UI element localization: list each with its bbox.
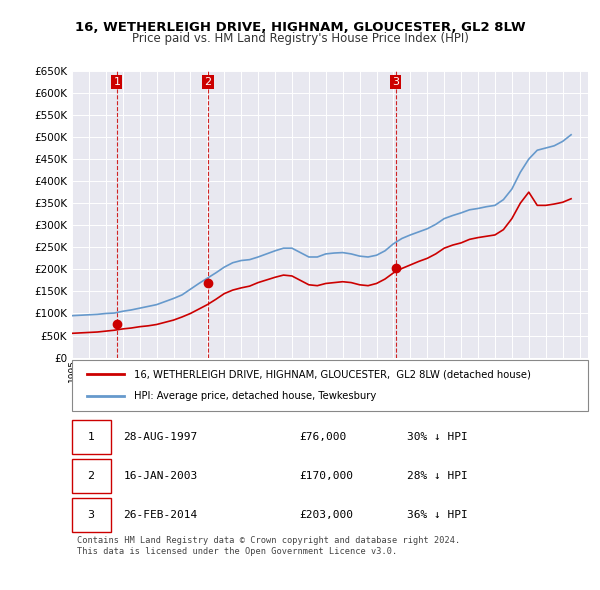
Text: 1: 1	[88, 432, 95, 442]
FancyBboxPatch shape	[72, 420, 110, 454]
Text: 16-JAN-2003: 16-JAN-2003	[124, 471, 198, 481]
Text: 28-AUG-1997: 28-AUG-1997	[124, 432, 198, 442]
FancyBboxPatch shape	[72, 459, 110, 493]
Text: 36% ↓ HPI: 36% ↓ HPI	[407, 510, 468, 520]
Text: 16, WETHERLEIGH DRIVE, HIGHNAM, GLOUCESTER, GL2 8LW: 16, WETHERLEIGH DRIVE, HIGHNAM, GLOUCEST…	[74, 21, 526, 34]
Text: 3: 3	[88, 510, 95, 520]
Text: Contains HM Land Registry data © Crown copyright and database right 2024.
This d: Contains HM Land Registry data © Crown c…	[77, 536, 460, 556]
Text: 3: 3	[392, 77, 400, 87]
Text: 28% ↓ HPI: 28% ↓ HPI	[407, 471, 468, 481]
Text: 26-FEB-2014: 26-FEB-2014	[124, 510, 198, 520]
FancyBboxPatch shape	[72, 498, 110, 532]
Text: Price paid vs. HM Land Registry's House Price Index (HPI): Price paid vs. HM Land Registry's House …	[131, 32, 469, 45]
FancyBboxPatch shape	[72, 360, 588, 411]
Text: 2: 2	[205, 77, 212, 87]
Text: £170,000: £170,000	[299, 471, 353, 481]
Text: 30% ↓ HPI: 30% ↓ HPI	[407, 432, 468, 442]
Text: £76,000: £76,000	[299, 432, 346, 442]
Text: 1: 1	[113, 77, 121, 87]
Text: 16, WETHERLEIGH DRIVE, HIGHNAM, GLOUCESTER,  GL2 8LW (detached house): 16, WETHERLEIGH DRIVE, HIGHNAM, GLOUCEST…	[134, 369, 531, 379]
Text: £203,000: £203,000	[299, 510, 353, 520]
Text: 2: 2	[88, 471, 95, 481]
Text: HPI: Average price, detached house, Tewkesbury: HPI: Average price, detached house, Tewk…	[134, 391, 376, 401]
